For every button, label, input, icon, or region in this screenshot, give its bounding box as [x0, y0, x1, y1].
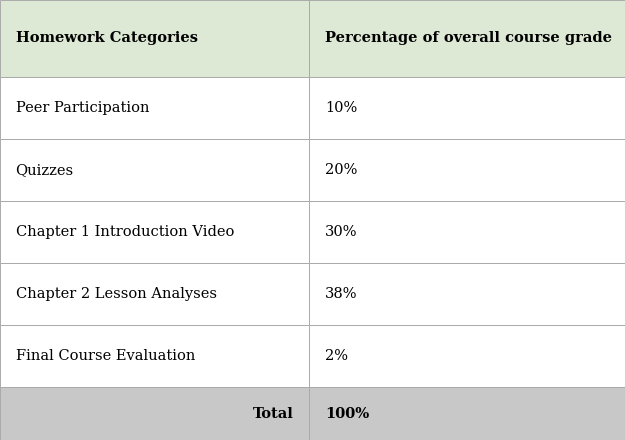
Bar — [309, 387, 625, 440]
Bar — [309, 201, 625, 263]
Text: 100%: 100% — [325, 407, 369, 421]
Text: Chapter 2 Lesson Analyses: Chapter 2 Lesson Analyses — [16, 287, 217, 301]
Text: 38%: 38% — [325, 287, 357, 301]
Bar — [0, 139, 309, 201]
Text: Peer Participation: Peer Participation — [16, 101, 149, 114]
Text: 20%: 20% — [325, 163, 357, 177]
Text: 2%: 2% — [325, 349, 348, 363]
Bar — [0, 0, 309, 77]
Bar — [0, 325, 309, 387]
Bar — [309, 77, 625, 139]
Bar — [309, 325, 625, 387]
Text: Homework Categories: Homework Categories — [16, 31, 198, 45]
Text: Final Course Evaluation: Final Course Evaluation — [16, 349, 195, 363]
Bar — [309, 139, 625, 201]
Text: Quizzes: Quizzes — [16, 163, 74, 177]
Text: Percentage of overall course grade: Percentage of overall course grade — [325, 31, 612, 45]
Bar — [0, 201, 309, 263]
Text: 10%: 10% — [325, 101, 357, 114]
Text: Total: Total — [253, 407, 294, 421]
Bar — [309, 263, 625, 325]
Text: 30%: 30% — [325, 225, 357, 239]
Bar — [0, 263, 309, 325]
Bar — [0, 387, 309, 440]
Bar — [309, 0, 625, 77]
Bar — [0, 77, 309, 139]
Text: Chapter 1 Introduction Video: Chapter 1 Introduction Video — [16, 225, 234, 239]
